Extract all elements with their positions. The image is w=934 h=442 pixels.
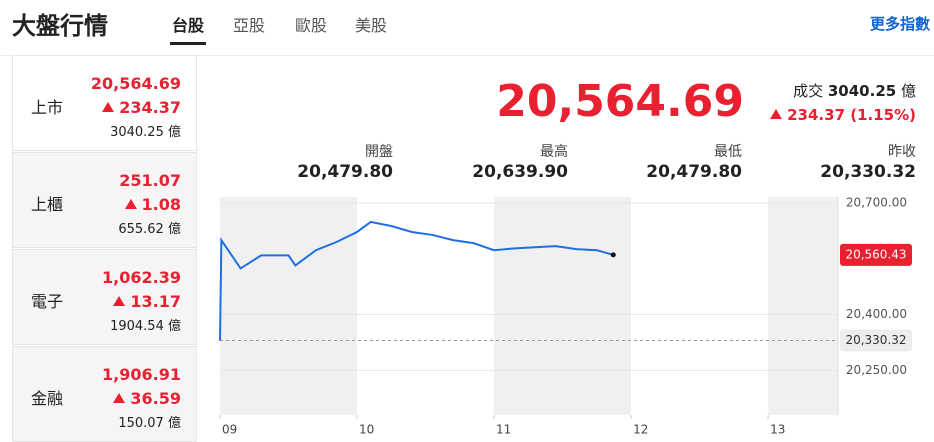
session-band (494, 197, 632, 415)
price-badge (840, 243, 912, 266)
more-link[interactable]: 更多指數 (870, 15, 931, 33)
x-tick-label: 12 (633, 423, 648, 437)
stat-value: 20,479.80 (297, 162, 393, 182)
stat-value: 20,330.32 (820, 162, 916, 182)
market-name: 金融 (31, 389, 64, 408)
tab-underline (170, 42, 206, 45)
market-name: 電子 (31, 292, 64, 311)
market-price: 251.07 (119, 171, 181, 190)
tab[interactable]: 歐股 (295, 16, 328, 35)
market-item[interactable]: 上櫃 251.07 1.08 655.62 億 (12, 152, 197, 248)
x-tick-label: 13 (770, 423, 785, 437)
market-name: 上市 (31, 98, 64, 117)
y-tick-label: 20,700.00 (846, 195, 907, 209)
market-item[interactable]: 金融 1,906.91 36.59 150.07 億 (12, 346, 197, 442)
stat-value: 20,639.90 (472, 162, 568, 182)
stat-label: 最低 (714, 144, 742, 160)
y-tick-label: 20,250.00 (846, 363, 907, 377)
price-line (219, 220, 614, 341)
market-price: 1,906.91 (102, 365, 181, 384)
volume-value: 655.62 (118, 222, 164, 237)
volume-value: 1904.54 (110, 319, 164, 334)
change-value: 234.37 (119, 98, 181, 117)
unit: 億 (167, 125, 181, 140)
market-change: 13.17 (113, 292, 181, 311)
y-tick-label: 20,400.00 (846, 307, 907, 321)
market-volume: 150.07 億 (118, 412, 181, 431)
market-change: 234.37 (102, 98, 181, 117)
stat-value: 20,479.80 (646, 162, 742, 182)
unit: 億 (900, 82, 916, 100)
stat-label: 開盤 (365, 144, 393, 160)
title: 大盤行情 (12, 12, 108, 40)
session-band (768, 197, 838, 415)
x-tick-label: 11 (496, 423, 511, 437)
market-volume: 1904.54 億 (110, 315, 181, 334)
unit: 億 (167, 222, 181, 237)
market-price: 1,062.39 (102, 268, 181, 287)
last-point (610, 252, 616, 258)
price: 20,564.69 (496, 76, 744, 127)
market-item[interactable]: 電子 1,062.39 13.17 1904.54 億 (12, 249, 197, 345)
market-volume: 3040.25 億 (110, 121, 181, 140)
price-badge-label: 20,560.43 (845, 247, 906, 261)
change-pct: (1.15%) (850, 106, 916, 124)
market-item[interactable]: 上市 20,564.69 234.37 3040.25 億 (12, 55, 197, 151)
x-tick-label: 10 (359, 423, 374, 437)
tab[interactable]: 美股 (355, 16, 388, 35)
volume-label: 成交 (793, 82, 824, 100)
volume-value: 150.07 (118, 416, 164, 431)
volume: 成交 3040.25 億 (793, 80, 916, 101)
change: 234.37 (1.15%) (770, 106, 916, 124)
market-volume: 655.62 億 (118, 218, 181, 237)
stat-label: 昨收 (888, 144, 916, 160)
market-name: 上櫃 (31, 195, 64, 214)
change-value: 36.59 (130, 389, 181, 408)
price-badge-label: 20,330.32 (845, 333, 906, 347)
x-tick-label: 09 (222, 423, 237, 437)
price-badge (840, 329, 912, 352)
market-change: 36.59 (113, 389, 181, 408)
tab[interactable]: 亞股 (233, 16, 266, 35)
stat-label: 最高 (540, 144, 568, 160)
market-change: 1.08 (124, 195, 181, 214)
change-value: 1.08 (141, 195, 181, 214)
session-band (220, 197, 358, 415)
volume-value: 3040.25 (110, 125, 164, 140)
unit: 億 (167, 416, 181, 431)
change-value: 13.17 (130, 292, 181, 311)
market-price: 20,564.69 (90, 74, 181, 93)
change-value: 234.37 (787, 106, 846, 124)
divider (0, 55, 934, 56)
tab[interactable]: 台股 (172, 16, 205, 35)
unit: 億 (167, 319, 181, 334)
volume-value: 3040.25 (827, 82, 897, 100)
